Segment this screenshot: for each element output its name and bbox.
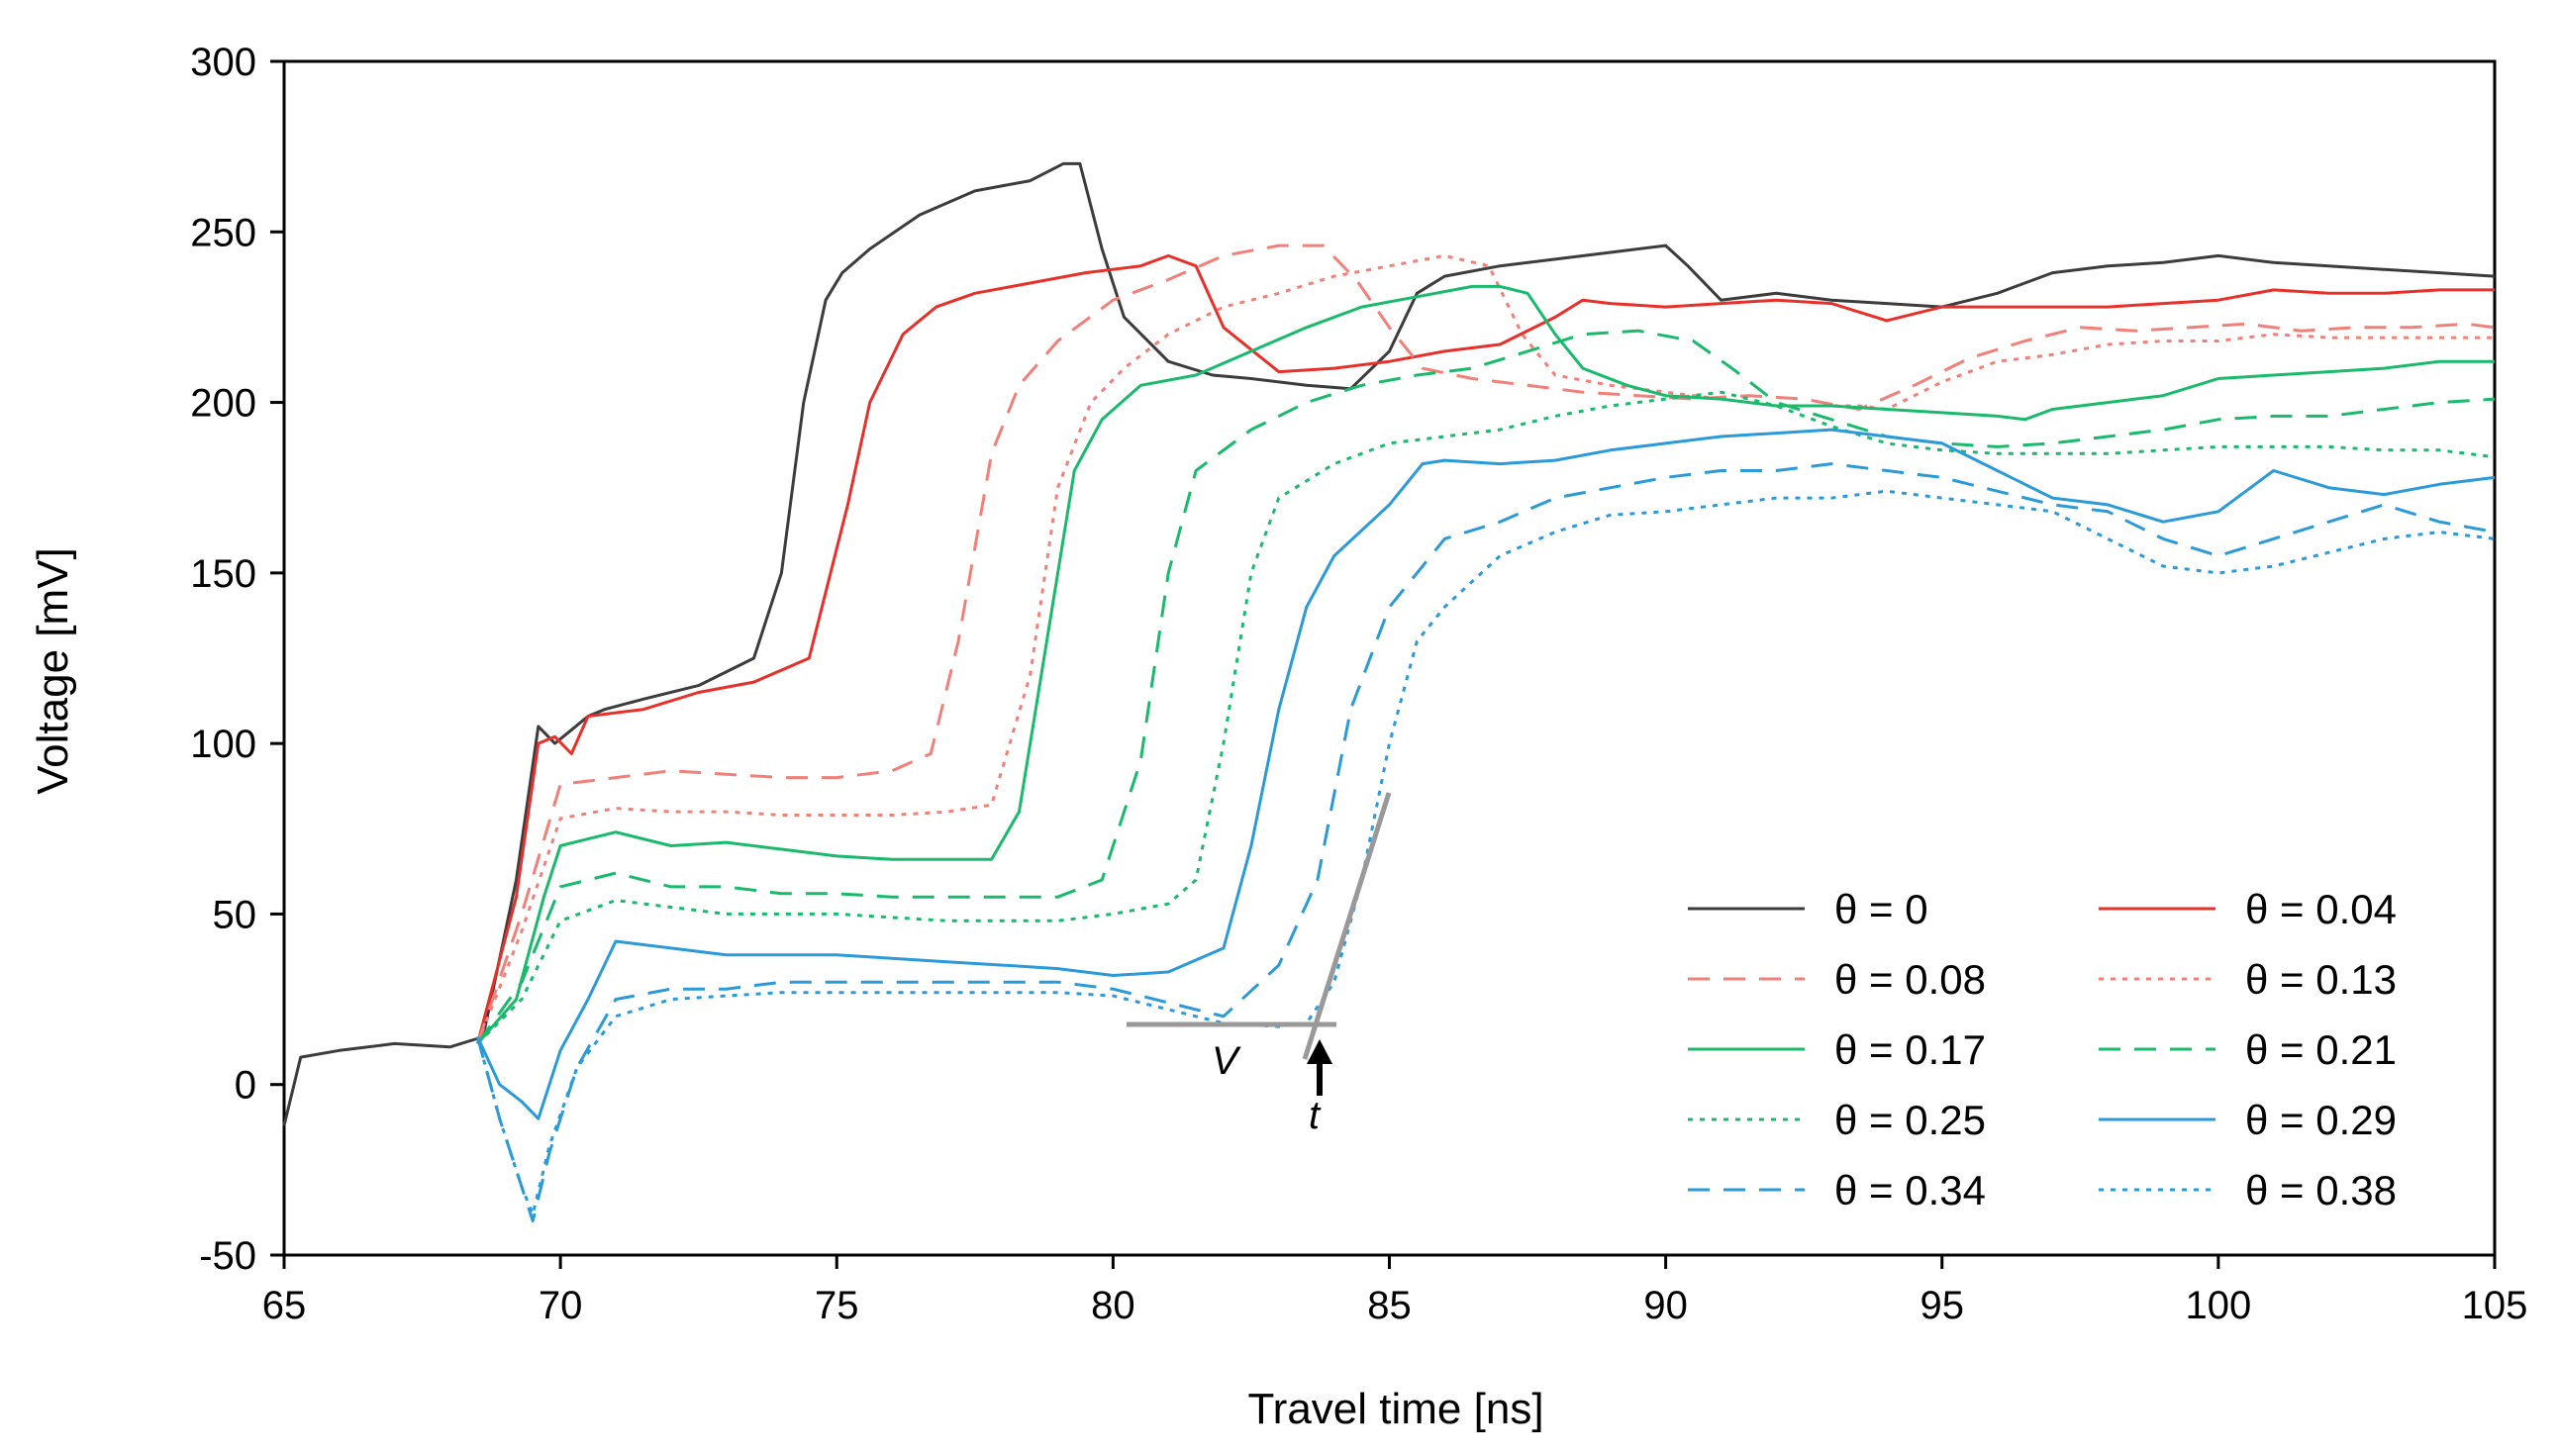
legend-label-4: θ = 0.17 [1834,1026,1986,1073]
plot-frame [282,59,2497,1257]
x-axis-title: Travel time [ns] [1247,1385,1543,1433]
series-line-4 [476,284,2495,1045]
legend-label-1: θ = 0.04 [2245,886,2397,932]
x-tick-label: 65 [262,1284,307,1327]
series-line-0 [282,161,2496,1126]
v-annotation-label: V [1212,1039,1241,1083]
x-tick-label: 70 [539,1284,583,1327]
legend-label-2: θ = 0.08 [1834,956,1986,1003]
series-line-8 [475,462,2496,1222]
series-line-2 [475,243,2496,1044]
y-tick-label: 0 [235,1064,256,1108]
x-tick-label: 100 [2186,1284,2252,1327]
series-line-9 [475,489,2496,1216]
x-tick-label: 75 [815,1284,859,1327]
series-line-3 [476,253,2495,1044]
series-line-1 [475,253,2495,1044]
y-tick-label: -50 [199,1234,256,1278]
legend-label-9: θ = 0.38 [2245,1167,2397,1213]
legend-label-7: θ = 0.29 [2245,1097,2397,1143]
series-line-5 [476,329,2496,1045]
y-axis-title: Voltage [mV] [29,547,77,794]
legend-label-3: θ = 0.13 [2245,956,2397,1003]
y-tick-label: 300 [190,41,256,84]
x-tick-label: 105 [2462,1284,2528,1327]
x-tick-label: 80 [1091,1284,1135,1327]
plot-area [282,59,2497,1257]
x-tick-label: 90 [1643,1284,1688,1327]
legend-label-6: θ = 0.25 [1834,1097,1986,1143]
y-tick-label: 250 [190,211,256,254]
x-tick-label: 95 [1920,1284,1965,1327]
legend-label-5: θ = 0.21 [2245,1026,2397,1073]
legend-label-0: θ = 0 [1834,886,1928,932]
annotation-layer: V t [1127,792,1392,1137]
series-line-7 [476,428,2496,1120]
t-annotation-label: t [1309,1094,1322,1137]
y-tick-label: 100 [190,723,256,766]
y-tick-label: 200 [190,382,256,426]
y-tick-label: 50 [213,893,257,936]
slope-marker-line [1302,792,1392,1060]
x-tick-label: 85 [1367,1284,1412,1327]
y-tick-label: 150 [190,552,256,596]
series-line-6 [476,390,2496,1045]
arrow-up-icon [1307,1039,1332,1096]
axes-layer: 65 70 75 80 85 90 95 100 105 -50 0 50 100 150 200 250 30… [190,41,2527,1327]
legend: θ = 0 θ = 0.04 θ = 0.08 θ = 0.13 θ = 0.17 θ =… [1688,886,2397,1213]
legend-label-8: θ = 0.34 [1834,1167,1986,1213]
series-layer [282,161,2496,1222]
